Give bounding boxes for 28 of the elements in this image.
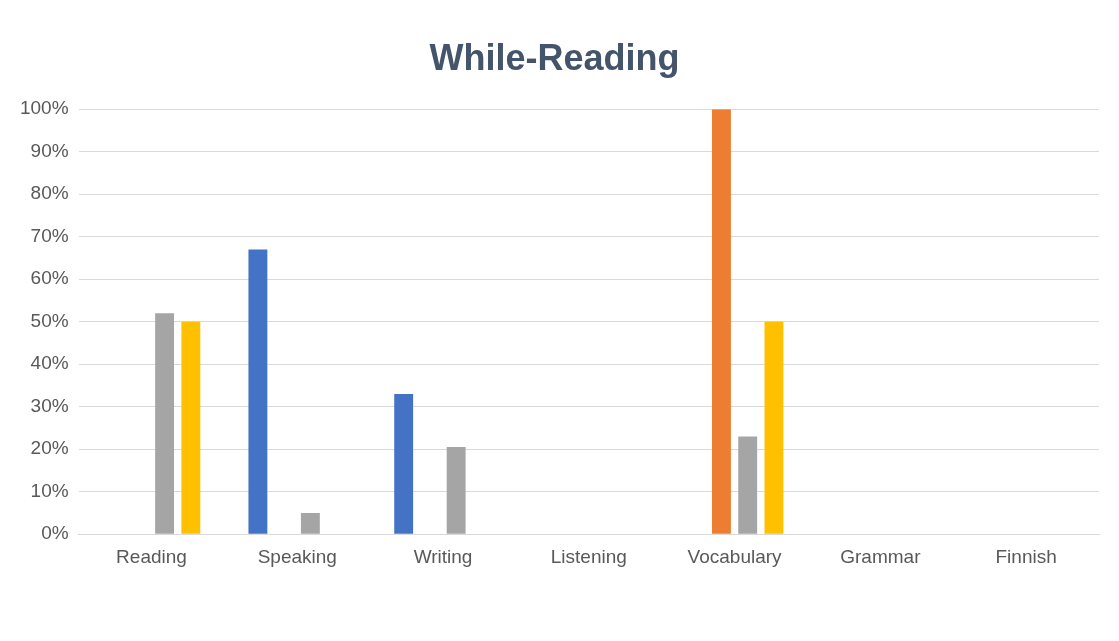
- y-tick-label: 100%: [19, 97, 69, 119]
- bar: [394, 393, 414, 534]
- y-tick-label: 70%: [30, 224, 69, 246]
- x-tick-label: Finnish: [995, 545, 1057, 567]
- y-tick-label: 90%: [30, 139, 69, 161]
- y-tick-label: 60%: [30, 267, 69, 289]
- chart-title: While-Reading: [429, 36, 680, 78]
- bar: [712, 109, 731, 534]
- x-tick-label: Listening: [550, 545, 627, 567]
- x-tick-label: Vocabulary: [687, 545, 783, 567]
- y-tick-label: 50%: [30, 309, 69, 331]
- bar: [446, 447, 466, 534]
- bar: [300, 512, 320, 534]
- x-tick-label: Writing: [413, 545, 473, 567]
- y-tick-label: 0%: [41, 522, 69, 544]
- y-tick-label: 40%: [30, 352, 69, 374]
- x-tick-label: Reading: [116, 545, 187, 567]
- x-tick-label: Speaking: [257, 545, 337, 567]
- bar: [155, 313, 175, 534]
- y-tick-label: 20%: [30, 437, 69, 459]
- x-tick-label: Grammar: [840, 545, 922, 567]
- bar: [248, 249, 268, 534]
- y-tick-label: 80%: [30, 182, 69, 204]
- y-tick-label: 10%: [30, 479, 69, 501]
- y-tick-label: 30%: [30, 394, 69, 416]
- bar: [181, 321, 201, 534]
- bar: [764, 321, 784, 534]
- bar: [738, 436, 758, 534]
